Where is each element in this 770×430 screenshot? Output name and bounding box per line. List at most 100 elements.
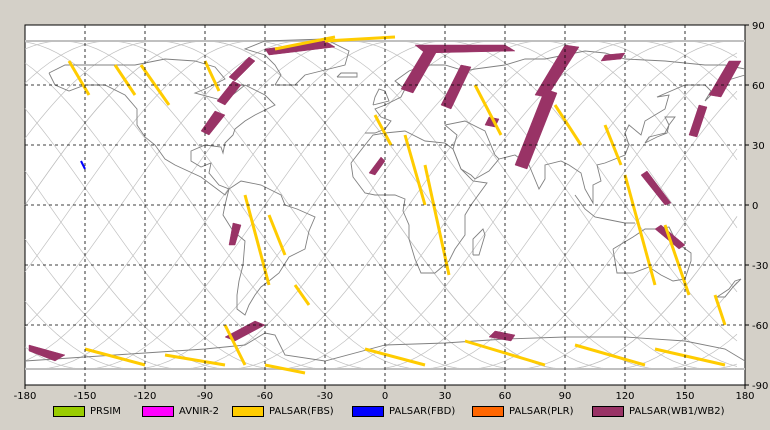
swath-wb [224, 320, 266, 342]
orbit-track [24, 40, 737, 370]
swath-fbs [113, 64, 137, 96]
swath-wb [228, 222, 242, 246]
legend: PRSIM AVNIR-2 PALSAR(FBS) PALSAR(FBD) PALSAR… [0, 398, 770, 430]
legend-item: PALSAR(WB1/WB2) [592, 404, 725, 418]
legend-item: PALSAR(FBD) [352, 404, 455, 418]
swath-wb [414, 44, 516, 54]
y-tick-label: -90 [752, 381, 768, 392]
swath-fbd [80, 160, 86, 170]
swath-wb [216, 80, 242, 106]
coastline [472, 228, 486, 256]
x-tick-label: 90 [559, 391, 572, 402]
observation-swaths [28, 35, 742, 375]
orbit-track [24, 40, 738, 370]
legend-label: PRSIM [90, 405, 121, 417]
orbit-track [24, 40, 738, 370]
swath-fbs [464, 339, 546, 367]
swath-fbs [553, 104, 583, 146]
legend-swatch [352, 405, 384, 417]
coastline [716, 278, 742, 298]
x-tick-label: -90 [197, 391, 213, 402]
swath-wb [440, 64, 472, 110]
swath-fbs [403, 134, 427, 206]
x-tick-label: 150 [675, 391, 694, 402]
y-tick-label: -60 [752, 321, 768, 332]
x-tick-label: 0 [382, 391, 388, 402]
y-tick-label: 90 [752, 21, 765, 32]
coastline [243, 38, 350, 86]
coastline [365, 50, 746, 134]
swath-fbs [423, 164, 451, 276]
orbit-track [24, 40, 738, 370]
coastline [350, 130, 488, 274]
axis-ticks: -180 -150 -120 -90 -60 -30 0 30 60 90 120 150 180 90 6… [14, 21, 769, 402]
x-tick-label: -30 [317, 391, 333, 402]
swath-fbs [364, 347, 426, 367]
legend-item: PALSAR(PLR) [472, 404, 573, 418]
swath-fbs [203, 60, 221, 92]
x-tick-label: 120 [615, 391, 634, 402]
orbit-track [24, 40, 738, 370]
coastline [644, 116, 676, 144]
coastline [443, 120, 500, 180]
swath-fbs [574, 343, 646, 367]
swath-fbs [267, 214, 287, 256]
orbit-track [24, 40, 738, 370]
legend-swatch [472, 405, 504, 417]
legend-swatch [53, 405, 85, 417]
swath-wb [640, 170, 672, 206]
legend-item: AVNIR-2 [142, 404, 219, 418]
swath-wb [688, 104, 708, 138]
x-tick-label: -150 [74, 391, 97, 402]
y-tick-label: 60 [752, 81, 765, 92]
swath-fbs [84, 347, 146, 367]
swath-fbs [373, 114, 393, 146]
swath-wb [708, 60, 742, 98]
swath-fbs [473, 84, 503, 136]
coastline [372, 88, 390, 106]
legend-swatch [592, 405, 624, 417]
y-tick-label: -30 [752, 261, 768, 272]
legend-label: PALSAR(WB1/WB2) [629, 405, 725, 417]
legend-swatch [142, 405, 174, 417]
legend-label: PALSAR(FBD) [389, 405, 456, 417]
swath-wb [28, 344, 66, 362]
swath-fbs [243, 194, 271, 286]
legend-swatch [232, 405, 264, 417]
swath-wb [400, 48, 438, 94]
swath-wb [600, 52, 626, 62]
swath-wb [200, 110, 226, 136]
swath-fbs [264, 363, 306, 375]
legend-label: PALSAR(PLR) [509, 405, 574, 417]
legend-label: AVNIR-2 [179, 405, 219, 417]
swath-wb [368, 156, 386, 176]
swath-wb [228, 56, 256, 82]
x-tick-label: 30 [439, 391, 452, 402]
swath-fbs [139, 64, 171, 106]
swath-fbs [324, 35, 396, 43]
swath-fbs [623, 174, 657, 286]
swath-fbs [654, 347, 726, 367]
x-tick-label: -180 [14, 391, 37, 402]
coastline [336, 72, 358, 78]
coastline [498, 74, 746, 205]
coastline [612, 226, 692, 282]
y-tick-label: 0 [752, 201, 758, 212]
x-tick-label: 180 [735, 391, 754, 402]
orbit-tracks [24, 40, 745, 370]
legend-label: PALSAR(FBS) [269, 405, 334, 417]
x-tick-label: 60 [499, 391, 512, 402]
y-tick-label: 30 [752, 141, 765, 152]
x-tick-label: -60 [257, 391, 273, 402]
x-tick-label: -120 [134, 391, 157, 402]
legend-item: PALSAR(FBS) [232, 404, 334, 418]
swath-wb [514, 88, 558, 170]
swath-fbs [293, 284, 311, 306]
swath-fbs [67, 60, 91, 96]
legend-item: PRSIM [53, 404, 121, 418]
swath-fbs [164, 353, 226, 367]
graticule [25, 25, 745, 385]
swath-fbs [713, 294, 727, 326]
swath-fbs [223, 324, 247, 366]
